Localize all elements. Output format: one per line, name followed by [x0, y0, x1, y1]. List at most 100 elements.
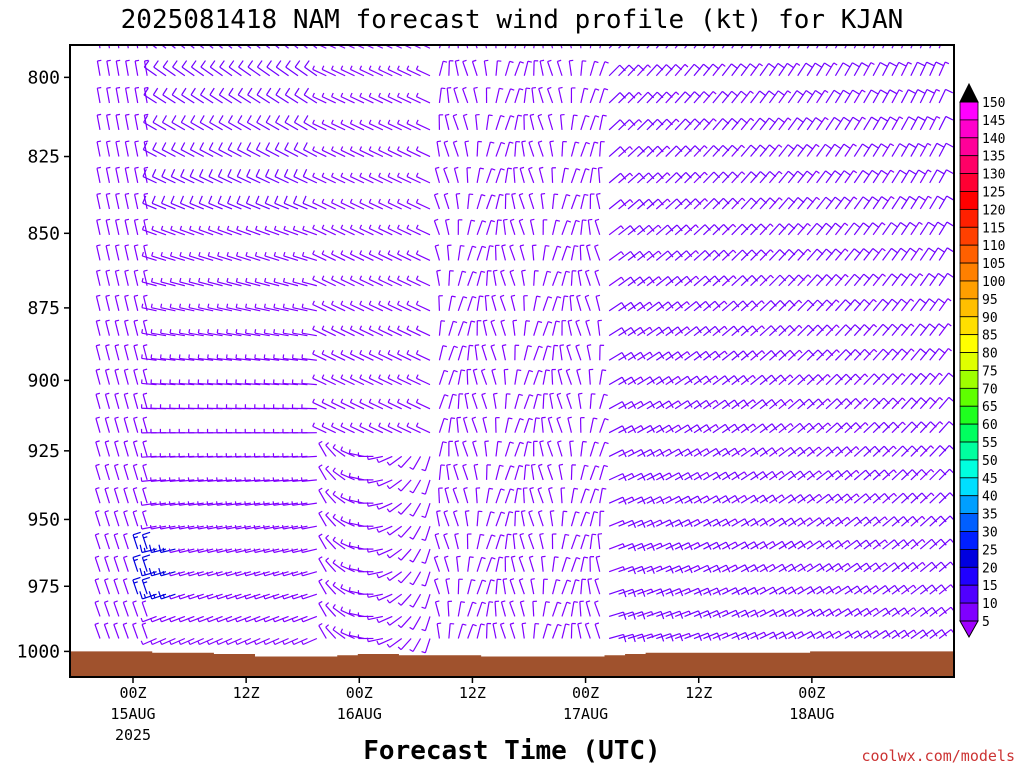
- barb-half-flag: [264, 225, 267, 230]
- barb-half-flag: [292, 277, 295, 283]
- barb-flag: [780, 423, 787, 431]
- barb-shaft: [434, 245, 441, 261]
- barb-shaft: [599, 442, 606, 457]
- barb-shaft: [618, 449, 633, 457]
- barb-shaft: [132, 441, 139, 457]
- barb-flag: [696, 351, 702, 359]
- barb-shaft: [359, 149, 374, 158]
- barb-shaft: [825, 470, 839, 481]
- barb-half-flag: [435, 166, 440, 170]
- barb-shaft: [284, 637, 299, 646]
- barb-flag: [162, 60, 169, 68]
- barb-shaft: [637, 276, 650, 287]
- barb-shaft: [292, 332, 308, 337]
- barb-flag: [621, 302, 627, 310]
- barb-shaft: [769, 631, 784, 640]
- barb-shaft: [142, 255, 157, 261]
- barb-shaft: [797, 45, 801, 49]
- barb-shaft: [844, 539, 858, 550]
- barb-shaft: [816, 45, 820, 49]
- barb-shaft: [462, 465, 469, 481]
- barb-shaft: [627, 542, 643, 550]
- barb-shaft: [198, 255, 214, 261]
- barb-shaft: [853, 62, 863, 77]
- barb-half-flag: [95, 463, 100, 467]
- barb-half-flag: [397, 146, 400, 151]
- barb-half-flag: [500, 168, 505, 171]
- barb-shaft: [170, 45, 176, 49]
- barb-half-flag: [910, 298, 915, 302]
- barb-flag: [293, 169, 298, 177]
- barb-half-flag: [300, 548, 303, 553]
- barb-shaft: [416, 328, 431, 337]
- barb-shaft: [378, 425, 393, 434]
- barb-shaft: [283, 332, 299, 337]
- barb-half-flag: [397, 224, 400, 229]
- barb-half-flag: [490, 219, 495, 223]
- barb-half-flag: [142, 416, 148, 419]
- barb-shaft: [312, 122, 327, 131]
- barb-half-flag: [368, 300, 372, 305]
- barb-shaft: [514, 61, 521, 76]
- barb-half-flag: [368, 65, 372, 70]
- barb-flag: [151, 195, 156, 204]
- barb-flag: [621, 352, 627, 360]
- barb-shaft: [674, 519, 689, 527]
- barb-flag: [828, 493, 834, 501]
- barb-half-flag: [640, 376, 644, 381]
- barb-shaft: [684, 424, 698, 434]
- barb-flag: [264, 169, 270, 177]
- barb-shaft: [255, 229, 270, 236]
- barb-shaft: [618, 327, 632, 337]
- barb-shaft: [397, 227, 412, 236]
- barb-half-flag: [115, 192, 120, 195]
- barb-shaft: [245, 255, 261, 261]
- barb-shaft: [303, 94, 318, 104]
- barb-shaft: [292, 525, 308, 530]
- barb-flag: [856, 585, 863, 593]
- barb-half-flag: [291, 524, 294, 530]
- barb-shaft: [369, 353, 384, 361]
- barb-half-flag: [875, 585, 879, 590]
- barb-half-flag: [927, 169, 932, 173]
- barb-shaft: [264, 281, 280, 287]
- barb-shaft: [321, 425, 336, 434]
- barb-half-flag: [216, 640, 219, 645]
- barb-shaft: [599, 88, 605, 104]
- barb-flag: [862, 222, 871, 229]
- barb-shaft: [938, 45, 942, 49]
- barb-flag: [246, 115, 252, 123]
- barb-shaft: [759, 374, 772, 386]
- barb-shaft: [236, 281, 252, 287]
- barb-shaft: [406, 96, 421, 104]
- barb-shaft: [495, 194, 501, 210]
- barb-shaft: [452, 142, 459, 157]
- barb-half-flag: [234, 548, 237, 553]
- barb-shaft: [594, 624, 601, 639]
- barb-half-flag: [132, 600, 137, 603]
- barb-shaft: [134, 60, 139, 76]
- barb-shaft: [740, 63, 751, 77]
- barb-shaft: [740, 541, 755, 550]
- barb-half-flag: [443, 166, 448, 170]
- barb-shaft: [274, 229, 289, 236]
- barb-shaft: [533, 623, 536, 639]
- barb-shaft: [189, 615, 204, 623]
- barb-half-flag: [406, 398, 410, 403]
- barb-shaft: [537, 465, 544, 481]
- barb-half-flag: [500, 294, 505, 298]
- barb-shaft: [655, 351, 670, 361]
- barb-flag: [667, 224, 674, 232]
- barb-half-flag: [930, 445, 935, 449]
- colorbar-segment: [959, 459, 979, 479]
- barb-half-flag: [169, 251, 173, 257]
- barb-shaft: [806, 540, 820, 550]
- barb-half-flag: [695, 250, 699, 254]
- barb-half-flag: [406, 119, 410, 124]
- barb-flag: [866, 585, 872, 593]
- barb-shaft: [321, 253, 336, 261]
- barb-shaft: [302, 45, 308, 49]
- barb-shaft: [537, 142, 544, 157]
- barb-half-flag: [824, 89, 829, 94]
- barb-shaft: [665, 565, 680, 573]
